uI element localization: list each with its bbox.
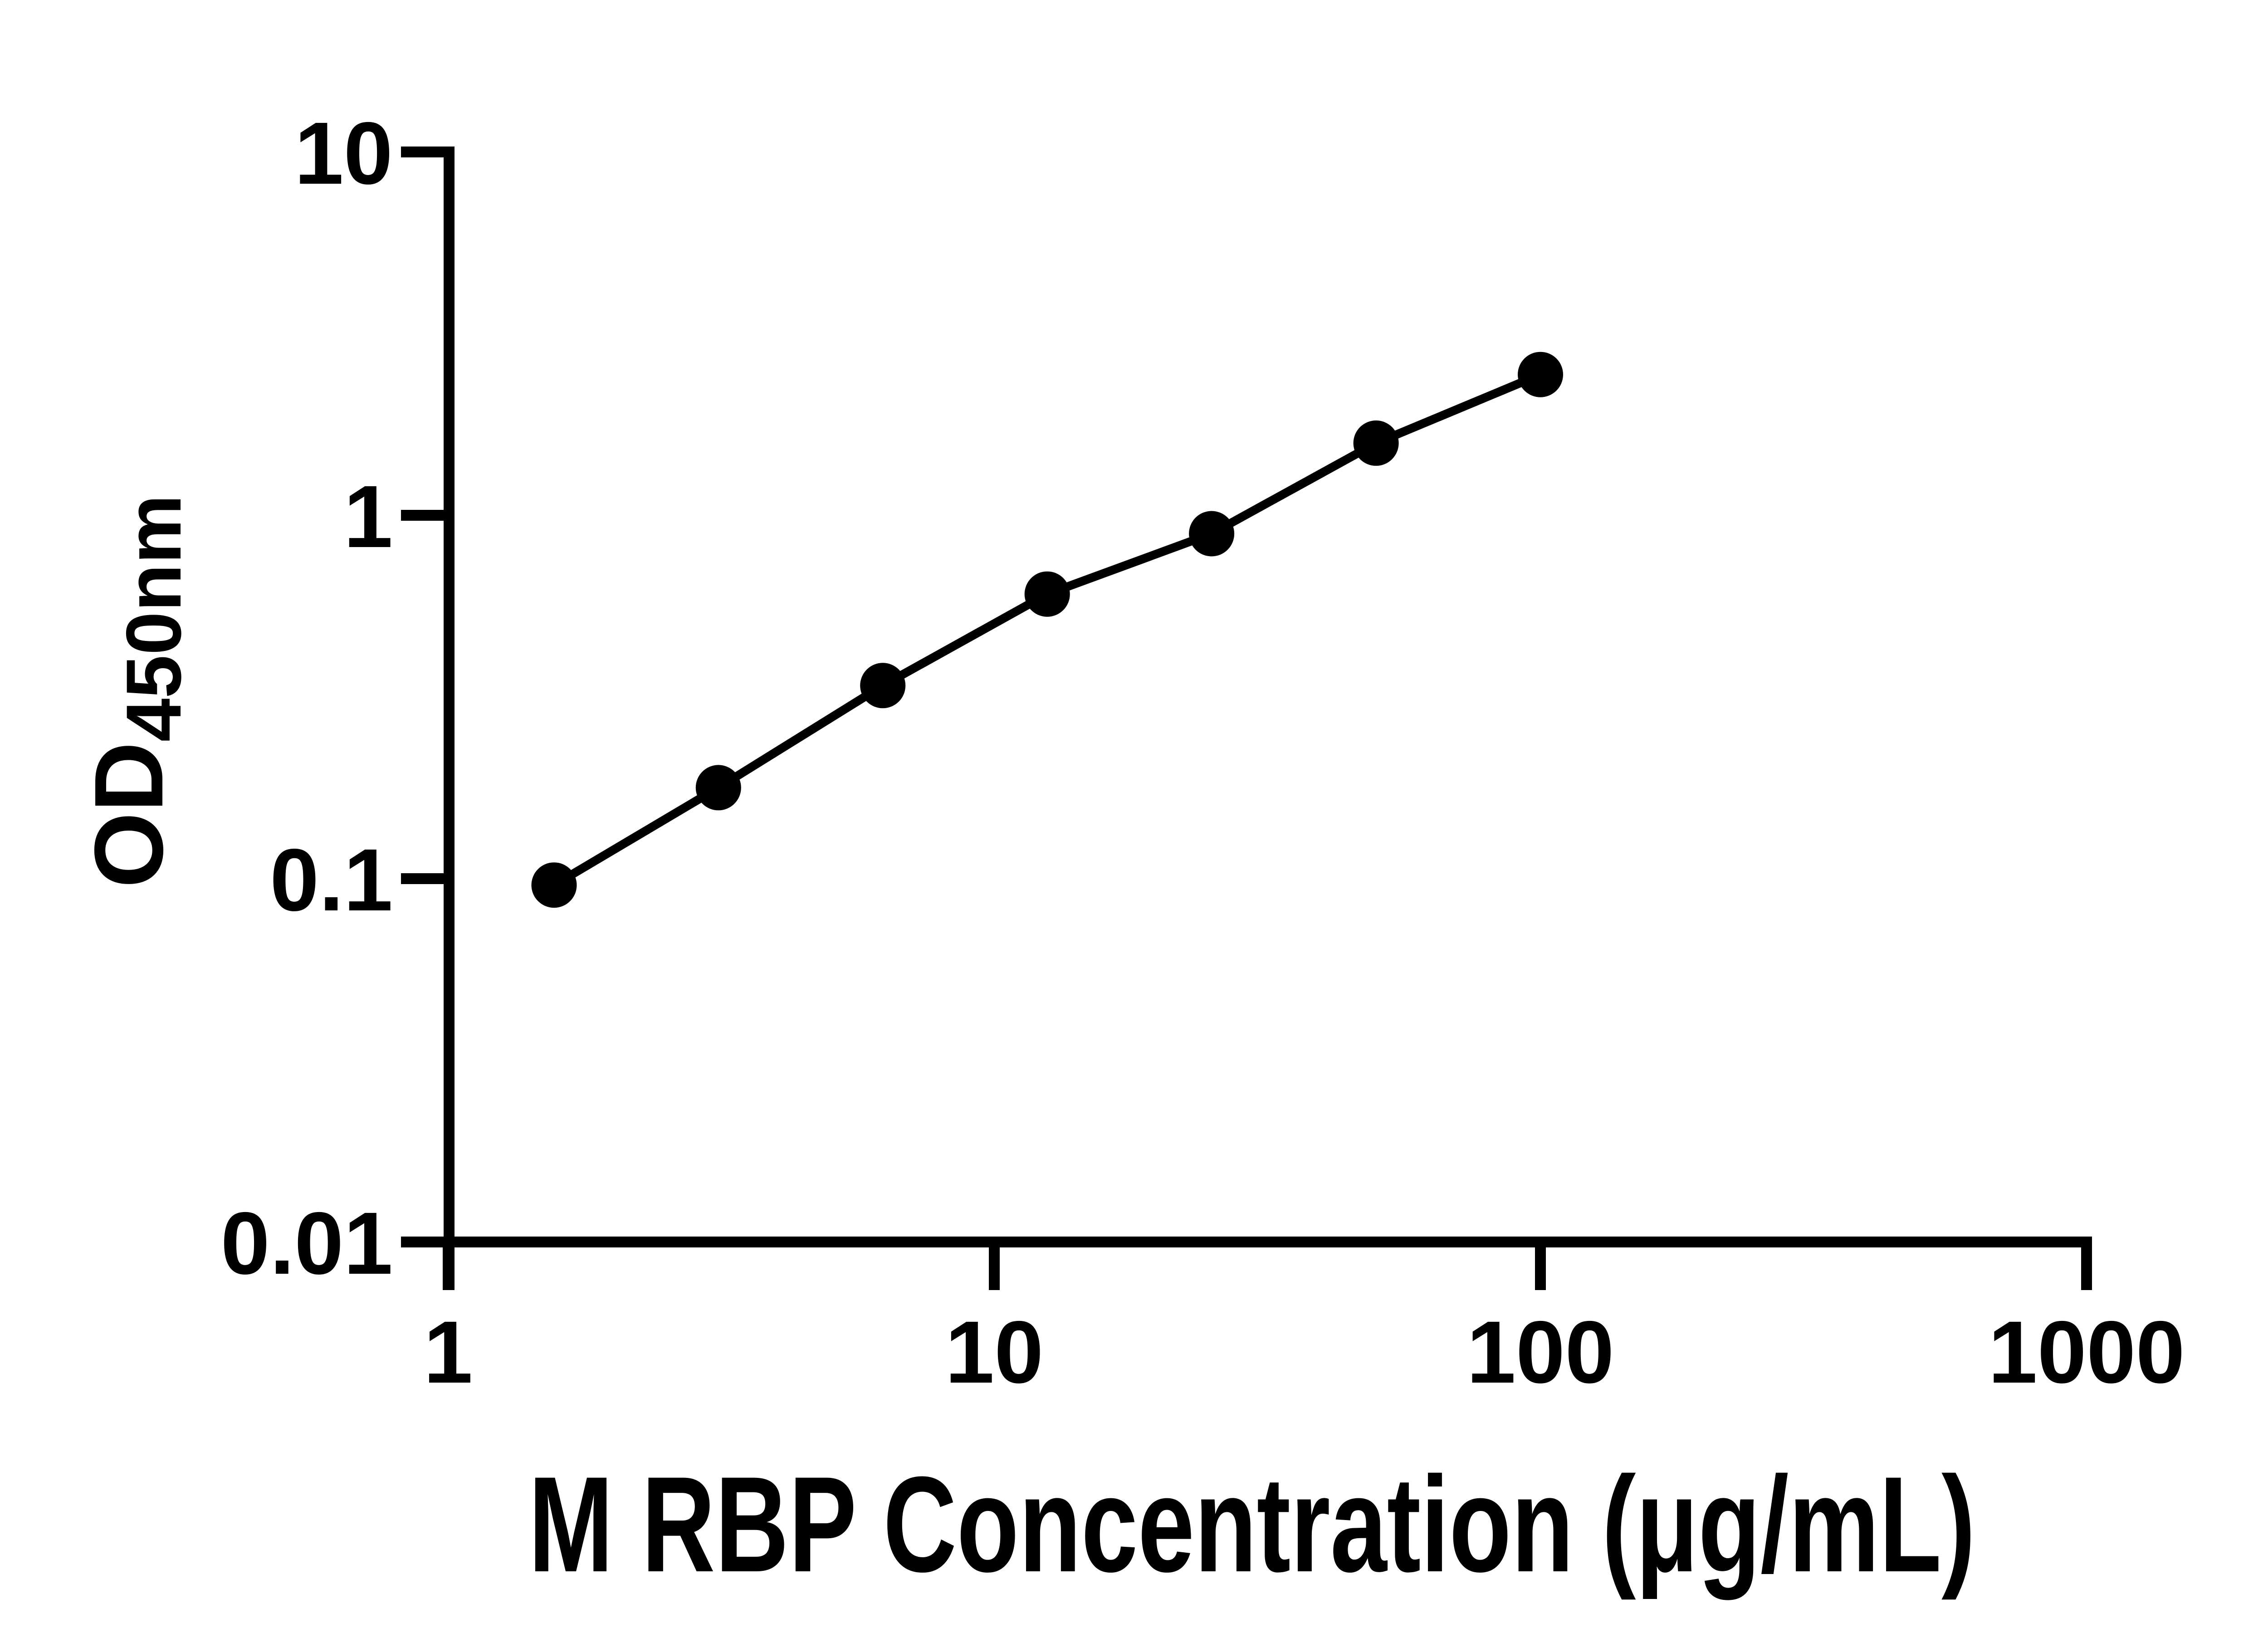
y-tick-label: 10 (294, 104, 393, 203)
x-tick-label: 100 (1466, 1303, 1614, 1402)
x-tick-label: 1000 (1988, 1303, 2185, 1402)
y-tick-label: 1 (344, 467, 393, 566)
y-tick-label: 0.01 (220, 1194, 393, 1293)
data-point (1024, 571, 1070, 617)
y-axis-title-main: OD (74, 742, 183, 888)
axes-layer: 10 1 0.1 0.01 1 10 100 1000 (220, 104, 2185, 1402)
data-point (1353, 420, 1399, 466)
series-layer (531, 352, 1563, 908)
y-axis-title: OD450nm (74, 494, 197, 888)
y-tick-label: 0.1 (270, 831, 393, 929)
data-point (1518, 352, 1563, 397)
data-point (695, 765, 741, 811)
data-point (1189, 511, 1235, 557)
x-tick-label: 1 (424, 1303, 473, 1402)
x-tick-label: 10 (945, 1303, 1044, 1402)
data-point (860, 663, 906, 709)
data-point (531, 862, 577, 908)
x-axis-title: M RBP Concentration (μg/mL) (528, 1448, 1975, 1601)
y-axis-title-sub: 450nm (110, 494, 197, 742)
